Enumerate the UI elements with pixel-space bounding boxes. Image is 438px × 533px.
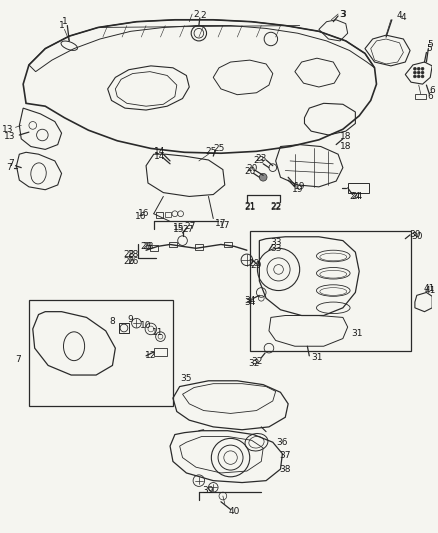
Circle shape [421,75,424,78]
Text: 15: 15 [173,224,184,233]
Text: 6: 6 [427,92,433,101]
Text: 16: 16 [134,212,146,221]
Bar [195,245,203,250]
Text: 23: 23 [256,154,267,163]
Bar [155,212,163,217]
Text: 33: 33 [270,238,282,247]
Circle shape [413,71,417,74]
Text: 27: 27 [184,222,196,231]
Text: 30: 30 [409,230,420,239]
Text: 11: 11 [152,328,163,337]
Text: 27: 27 [183,224,194,233]
Text: 7: 7 [6,163,12,172]
Text: 19: 19 [292,185,304,194]
Text: 2: 2 [201,11,206,20]
Bar [348,183,369,192]
Text: 30: 30 [411,232,423,241]
Circle shape [417,67,420,70]
Text: 10: 10 [140,321,152,329]
Text: 33: 33 [270,244,282,253]
Text: 28: 28 [140,242,152,251]
Text: 9: 9 [128,315,134,324]
Text: 25: 25 [206,147,217,156]
Text: 14: 14 [154,151,165,160]
Text: 22: 22 [270,204,281,213]
Circle shape [259,173,267,181]
Text: 12: 12 [145,351,156,360]
Text: 18: 18 [340,142,352,151]
Text: 23: 23 [254,156,265,165]
Text: 8: 8 [110,317,115,326]
Text: 4: 4 [401,13,406,22]
Text: 15: 15 [173,223,184,232]
Text: 20: 20 [244,167,255,176]
Text: 1: 1 [62,17,67,26]
Text: 7: 7 [15,355,21,364]
Text: 41: 41 [424,284,435,293]
Text: 13: 13 [4,132,15,141]
Bar [119,323,129,333]
Text: 28: 28 [127,249,138,259]
Bar [415,94,427,100]
Text: 3: 3 [340,10,346,19]
Text: 24: 24 [350,192,361,201]
Bar [150,245,158,251]
Text: 26: 26 [127,257,138,266]
Text: 17: 17 [219,221,230,230]
Text: 38: 38 [279,465,291,474]
Text: 41: 41 [424,286,436,295]
Text: 31: 31 [352,329,363,338]
Text: 39: 39 [203,486,214,495]
Text: 6: 6 [429,86,435,95]
Text: 2: 2 [193,10,199,19]
Circle shape [413,75,417,78]
Bar [250,231,411,351]
Text: 13: 13 [2,125,14,134]
Circle shape [413,67,417,70]
Bar [224,241,232,247]
Text: 24: 24 [352,192,363,201]
Text: 32: 32 [251,357,262,366]
Circle shape [417,71,420,74]
Text: 4: 4 [397,11,403,20]
Text: 34: 34 [244,296,255,305]
Text: 5: 5 [427,44,432,53]
Text: 29: 29 [248,259,259,268]
Circle shape [421,71,424,74]
Text: 20: 20 [246,164,258,173]
Circle shape [417,75,420,78]
Text: 21: 21 [244,201,255,211]
Text: 22: 22 [270,201,281,211]
Text: 21: 21 [244,204,255,213]
Text: 25: 25 [213,144,225,153]
Text: 1: 1 [59,21,64,30]
Text: 36: 36 [277,438,288,447]
Text: 17: 17 [215,219,227,228]
Text: 14: 14 [154,147,165,156]
Circle shape [421,67,424,70]
Bar [169,241,177,247]
Text: 31: 31 [311,353,323,362]
Text: 37: 37 [279,451,291,460]
Text: 28: 28 [142,242,154,251]
Text: 29: 29 [251,261,262,270]
Text: 5: 5 [427,41,433,49]
Text: 26: 26 [123,257,134,266]
Bar [165,212,171,216]
Bar [154,348,167,356]
Text: 35: 35 [180,374,192,383]
Text: 34: 34 [244,297,255,306]
Text: 18: 18 [340,132,352,141]
Text: 40: 40 [229,507,240,516]
Text: 7: 7 [8,159,14,168]
Text: 28: 28 [123,249,134,259]
Text: 19: 19 [294,182,305,191]
Bar [29,300,173,406]
Text: 16: 16 [138,209,150,218]
Text: 3: 3 [339,10,345,19]
Text: 32: 32 [248,359,259,368]
